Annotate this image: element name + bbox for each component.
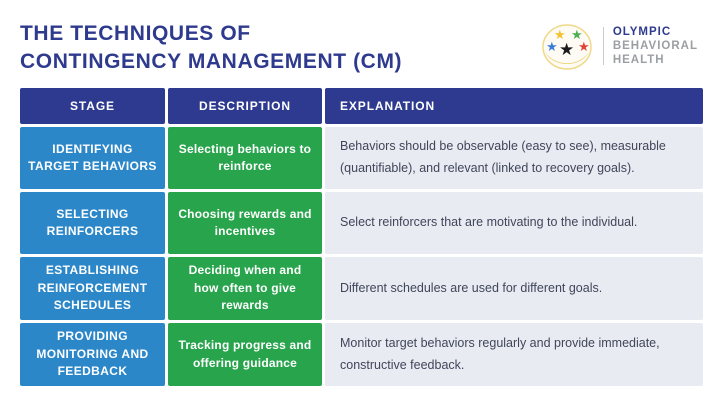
page-title-line2: CONTINGENCY MANAGEMENT (CM) (20, 49, 403, 73)
svg-text:★: ★ (546, 40, 558, 55)
column-header-explanation: EXPLANATION (325, 88, 703, 124)
star-figures-emblem-icon: ★ ★ ★ ★ ★ (542, 24, 592, 70)
table-row-4-stage: PROVIDING MONITORING AND FEEDBACK (20, 323, 165, 386)
table-row-2-description: Choosing rewards and incentives (168, 192, 322, 254)
svg-text:★: ★ (578, 40, 590, 55)
logo-name-health: HEALTH (612, 54, 665, 66)
table-row-3-explanation: Different schedules are used for differe… (325, 257, 703, 320)
page-title-line1: THE TECHNIQUES OF (20, 22, 251, 45)
svg-text:★: ★ (571, 28, 583, 43)
brand-logo: ★ ★ ★ ★ ★ OLYMPIC BEHAVIORAL HEALTH (540, 20, 698, 72)
logo-divider (602, 27, 604, 65)
table-row-2-stage: SELECTING REINFORCERS (20, 192, 165, 254)
logo-name-behavioral: BEHAVIORAL (612, 40, 698, 52)
cm-techniques-table: STAGE DESCRIPTION EXPLANATION IDENTIFYIN… (20, 88, 703, 386)
table-row-3-description: Deciding when and how often to give rewa… (168, 257, 322, 320)
table-row-1-stage: IDENTIFYING TARGET BEHAVIORS (20, 127, 165, 189)
logo-wordmark: OLYMPIC BEHAVIORAL HEALTH (613, 25, 698, 67)
column-header-stage: STAGE (20, 88, 165, 124)
page-title: THE TECHNIQUES OF CONTINGENCY MANAGEMENT… (20, 20, 402, 75)
logo-name-olympic: OLYMPIC (612, 26, 672, 38)
column-header-description: DESCRIPTION (168, 88, 322, 124)
table-row-1-explanation: Behaviors should be observable (easy to … (325, 127, 703, 189)
table-row-3-stage: ESTABLISHING REINFORCEMENT SCHEDULES (20, 257, 165, 320)
table-row-4-explanation: Monitor target behaviors regularly and p… (325, 323, 703, 386)
svg-text:★: ★ (559, 40, 574, 60)
table-row-1-description: Selecting behaviors to reinforce (168, 127, 322, 189)
table-row-2-explanation: Select reinforcers that are motivating t… (325, 192, 703, 254)
svg-text:★: ★ (554, 28, 566, 43)
table-row-4-description: Tracking progress and offering guidance (168, 323, 322, 386)
